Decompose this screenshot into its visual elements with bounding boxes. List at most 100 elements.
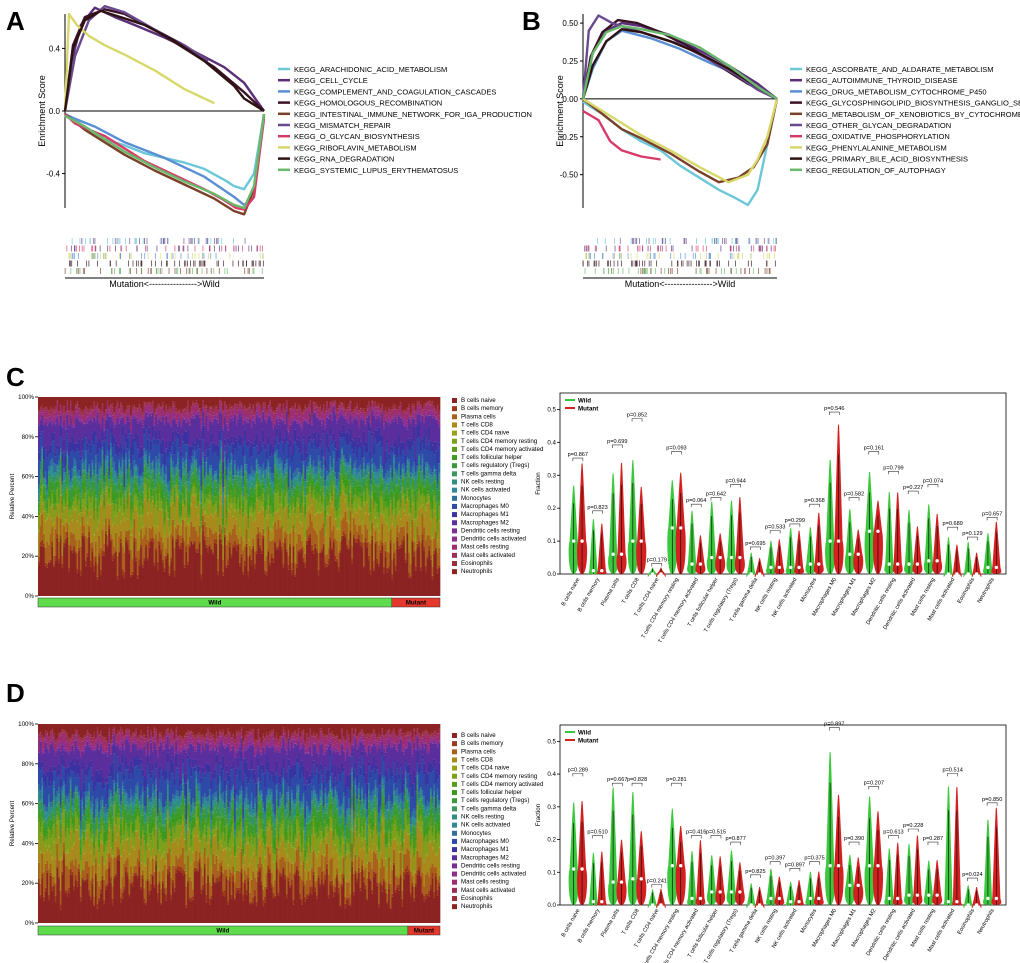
stacked-bar-segment: [39, 420, 42, 435]
stacked-bar-segment: [168, 491, 171, 496]
stacked-bar-segment: [332, 493, 335, 526]
stacked-bar-segment: [195, 464, 198, 469]
stacked-bar-segment: [155, 548, 158, 552]
stacked-bar-segment: [156, 406, 159, 410]
stacked-bar-segment: [180, 397, 183, 413]
stacked-bar-segment: [349, 532, 352, 596]
stacked-bar-segment: [187, 444, 190, 474]
stacked-bar-segment: [309, 411, 312, 414]
stacked-bar-segment: [347, 507, 350, 522]
stacked-bar-segment: [38, 508, 41, 512]
stacked-bar-segment: [113, 397, 116, 413]
stacked-bar-segment: [66, 536, 69, 596]
stacked-bar-segment: [290, 453, 293, 462]
stacked-bar-segment: [192, 545, 195, 596]
stacked-bar-segment: [336, 528, 339, 530]
stacked-bar-segment: [205, 526, 208, 545]
stacked-bar-segment: [272, 427, 275, 430]
stacked-bar-segment: [96, 512, 99, 519]
stacked-bar-segment: [285, 505, 288, 534]
stacked-bar-segment: [230, 453, 233, 461]
stacked-bar-segment: [354, 411, 357, 414]
stacked-bar-segment: [101, 440, 104, 447]
stacked-bar-segment: [277, 492, 280, 510]
stacked-bar-segment: [222, 544, 225, 560]
stacked-bar-segment: [178, 480, 181, 490]
stacked-bar-segment: [141, 525, 144, 528]
stacked-bar-segment: [349, 400, 352, 402]
stacked-bar-segment: [260, 467, 263, 476]
stacked-bar-segment: [108, 518, 111, 525]
stacked-bar-segment: [247, 507, 250, 520]
stacked-bar-segment: [371, 539, 374, 596]
stacked-bar-segment: [168, 535, 171, 566]
stacked-bar-segment: [120, 491, 123, 499]
stacked-bar-segment: [138, 493, 141, 502]
stacked-bar-segment: [324, 427, 327, 460]
stacked-bar-segment: [260, 480, 263, 484]
stacked-bar-segment: [213, 478, 216, 481]
stacked-bar-segment: [143, 498, 146, 501]
stacked-bar-segment: [341, 432, 344, 440]
stacked-bar-segment: [309, 401, 312, 405]
stacked-bar-segment: [280, 438, 283, 442]
stacked-bar-segment: [153, 420, 156, 425]
stacked-bar-segment: [347, 502, 350, 508]
stacked-bar-segment: [195, 403, 198, 404]
stacked-bar-segment: [292, 509, 295, 526]
stacked-bar-segment: [327, 475, 330, 481]
stacked-bar-segment: [367, 514, 370, 542]
stacked-bar-segment: [269, 514, 272, 529]
stacked-bar-segment: [46, 484, 49, 491]
stacked-bar-segment: [130, 477, 133, 482]
stacked-bar-segment: [324, 480, 327, 486]
stacked-bar-segment: [349, 492, 352, 511]
stacked-bar-segment: [172, 461, 175, 467]
stacked-bar-segment: [359, 397, 362, 408]
stacked-bar-segment: [202, 397, 205, 401]
stacked-bar-segment: [270, 443, 273, 454]
stacked-bar-segment: [254, 488, 257, 493]
stacked-bar-segment: [76, 411, 79, 416]
stacked-bar-segment: [260, 483, 263, 485]
stacked-bar-segment: [227, 459, 230, 468]
stacked-bar-segment: [163, 397, 166, 411]
stacked-bar-segment: [359, 525, 362, 542]
stacked-bar-segment: [125, 423, 128, 434]
stacked-bar-segment: [217, 501, 220, 512]
stacked-bar-segment: [118, 466, 121, 474]
stacked-bar-segment: [222, 525, 225, 533]
stacked-bar-segment: [190, 407, 193, 410]
stacked-bar-segment: [223, 487, 226, 496]
stacked-bar-segment: [255, 460, 258, 467]
stacked-bar-segment: [158, 473, 161, 481]
stacked-bar-segment: [48, 450, 51, 455]
stacked-bar-segment: [88, 536, 91, 596]
stacked-bar-segment: [220, 404, 223, 409]
stacked-bar-segment: [250, 513, 253, 517]
stacked-bar-segment: [96, 483, 99, 490]
stacked-bar-segment: [86, 509, 89, 517]
stacked-bar-segment: [260, 451, 263, 468]
stacked-bar-segment: [321, 527, 324, 550]
stacked-bar-segment: [312, 402, 315, 404]
stacked-bar-segment: [309, 485, 312, 491]
stacked-bar-segment: [237, 414, 240, 418]
stacked-bar-segment: [359, 448, 362, 465]
stacked-bar-segment: [136, 515, 139, 551]
stacked-bar-segment: [148, 404, 151, 410]
stacked-bar-segment: [177, 420, 180, 426]
stacked-bar-segment: [337, 498, 340, 503]
stacked-bar-segment: [63, 499, 66, 507]
stacked-bar-segment: [56, 505, 59, 517]
stacked-bar-segment: [156, 397, 159, 405]
stacked-bar-segment: [274, 513, 277, 522]
stacked-bar-segment: [346, 413, 349, 420]
stacked-bar-segment: [59, 404, 62, 407]
stacked-bar-segment: [227, 494, 230, 509]
stacked-bar-segment: [367, 466, 370, 469]
stacked-bar-segment: [322, 466, 325, 476]
stacked-bar-segment: [309, 473, 312, 484]
stacked-bar-segment: [319, 513, 322, 531]
